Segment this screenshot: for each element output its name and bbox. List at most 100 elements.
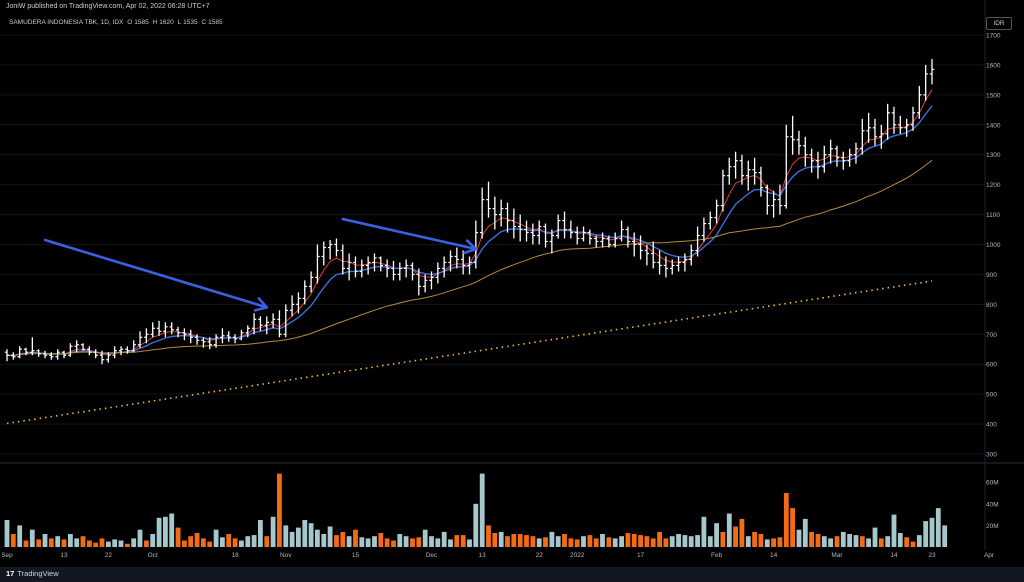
volume-bar [897, 533, 903, 547]
ohlc-bar [232, 334, 238, 344]
y-tick-label: 800 [986, 302, 997, 309]
volume-bar [802, 518, 808, 547]
ohlc-bar [4, 349, 10, 362]
ohlc-close-label: C [201, 19, 207, 26]
ohlc-bar [619, 220, 624, 242]
ohlc-bar [201, 337, 206, 348]
ohlc-bar [106, 352, 111, 363]
volume-bar [929, 517, 935, 547]
ohlc-bar [340, 244, 345, 275]
volume-bar [251, 535, 257, 547]
volume-bar [631, 534, 637, 547]
volume-bar [834, 536, 840, 547]
ohlc-bar [600, 232, 605, 248]
volume-bar [847, 534, 852, 547]
volume-bar [923, 521, 929, 547]
ohlc-bar [296, 292, 301, 314]
volume-bar [878, 538, 884, 547]
volume-bar [758, 534, 764, 547]
y-tick-label: 1500 [986, 92, 1001, 99]
ohlc-bar [714, 199, 719, 224]
volume-bar [245, 536, 251, 547]
volume-bar [821, 536, 827, 547]
ohlc-bar [42, 350, 48, 359]
volume-bar [638, 535, 643, 547]
volume-bar [296, 527, 301, 547]
ohlc-bar [163, 322, 168, 338]
y-tick-label: 700 [986, 332, 997, 339]
volume-bar [859, 536, 865, 547]
ohlc-bar [746, 160, 751, 191]
ohlc-high-label: H [152, 19, 158, 26]
volume-bar [473, 503, 479, 547]
price-chart[interactable]: 300 400 500 600 700 800 900 1000 1100 1200 1300 140… [0, 0, 1024, 567]
volume-tick-label: 60M [986, 480, 999, 487]
volume-bar [384, 538, 390, 547]
volume-bar [156, 517, 162, 547]
ohlc-bar [594, 235, 599, 248]
ohlc-bar [917, 85, 922, 119]
volume-bar [403, 536, 409, 547]
ohlc-bar [17, 346, 22, 359]
arrow-head [463, 239, 478, 255]
ohlc-bar [403, 259, 409, 278]
volume-bar [340, 531, 346, 547]
volume-bar [226, 534, 232, 547]
volume-bar [739, 518, 745, 547]
ohlc-bars [4, 58, 935, 365]
volume-bar [695, 535, 700, 547]
volume-bar [264, 536, 270, 547]
volume-bar [416, 537, 422, 547]
ohlc-bar [555, 214, 561, 239]
x-tick-label: 22 [536, 552, 544, 559]
ohlc-bar [334, 238, 339, 257]
ohlc-bar [847, 148, 852, 167]
y-tick-label: 1400 [986, 122, 1001, 129]
volume-bar [663, 538, 669, 547]
volume-bar [916, 535, 922, 547]
volume-bar [137, 529, 143, 547]
x-tick-label: 13 [60, 552, 68, 559]
ohlc-bar [860, 118, 865, 155]
ohlc-bar [131, 340, 136, 353]
y-tick-label: 900 [986, 272, 997, 279]
ohlc-bar [435, 262, 441, 284]
ohlc-bar [803, 136, 808, 167]
ohlc-bar [765, 184, 770, 215]
volume-bar [55, 536, 61, 547]
x-tick-label: Oct [148, 552, 158, 559]
ohlc-bar [606, 235, 612, 248]
ohlc-low-label: L [177, 19, 182, 26]
ohlc-bar [384, 259, 390, 278]
volume-bar [106, 541, 111, 547]
volume-bar [517, 534, 523, 547]
ohlc-bar [251, 313, 257, 335]
volume-bar [701, 516, 707, 547]
ohlc-bar [910, 106, 916, 131]
ohlc-bar [473, 220, 479, 269]
trend-arrow [341, 217, 478, 251]
ohlc-bar [498, 199, 504, 227]
volume-bar [492, 533, 498, 547]
volume-bar [207, 541, 213, 547]
ohlc-bar [638, 235, 643, 260]
ohlc-bar [258, 316, 263, 332]
ohlc-bar [530, 223, 536, 245]
volume-bar [10, 534, 16, 547]
volume-bar [68, 534, 73, 547]
currency-badge[interactable]: IDR [986, 17, 1012, 30]
volume-bar [771, 538, 776, 547]
volume-bar [549, 531, 555, 547]
volume-bar [479, 473, 485, 547]
ohlc-bar [277, 310, 282, 338]
tradingview-logo[interactable]: 17 TradingView [6, 569, 59, 578]
volume-bar [682, 535, 688, 547]
volume-bar [669, 536, 675, 547]
ohlc-bar [486, 181, 491, 218]
ohlc-bar [511, 208, 517, 239]
y-tick-label: 1700 [986, 33, 1001, 40]
volume-bar [397, 534, 403, 547]
volume-bar [745, 536, 751, 547]
volume-bar [391, 540, 396, 547]
